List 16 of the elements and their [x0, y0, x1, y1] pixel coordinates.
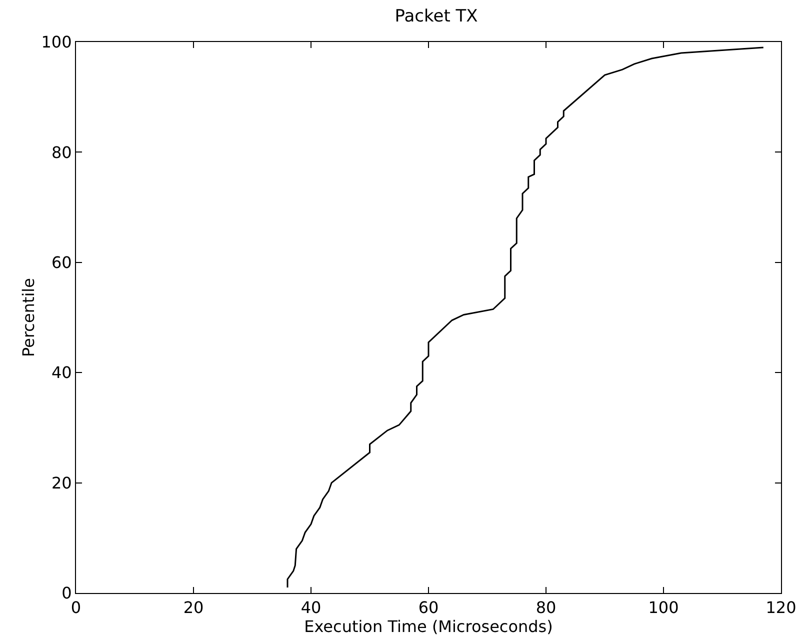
- x-axis-title: Execution Time (Microseconds): [304, 617, 553, 636]
- y-tick-label: 0: [62, 584, 72, 603]
- y-tick-label: 20: [51, 473, 72, 492]
- y-tick-label: 60: [51, 253, 72, 272]
- x-tick-label: 20: [183, 598, 204, 618]
- x-tick-label: 80: [536, 598, 556, 618]
- y-tick-label: 100: [41, 32, 72, 52]
- x-tick-label: 100: [648, 598, 679, 618]
- y-tick-label: 80: [51, 142, 72, 162]
- x-tick-label: 120: [766, 598, 796, 618]
- x-tick-label: 60: [418, 598, 439, 618]
- line-series: [286, 46, 764, 588]
- chart-title: Packet TX: [394, 6, 478, 27]
- y-tick-label: 40: [51, 363, 72, 382]
- x-tick-label: 40: [300, 598, 322, 618]
- y-axis-title: Percentile: [19, 278, 38, 357]
